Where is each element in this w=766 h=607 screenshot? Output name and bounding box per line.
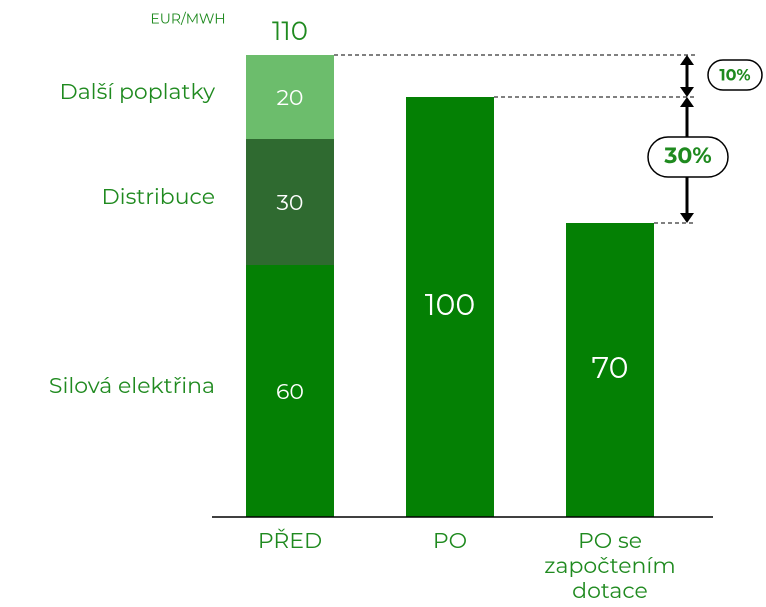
annotation-badge (647, 136, 729, 178)
value-label: 20 (276, 84, 303, 111)
bar-segment (246, 265, 334, 517)
arrow-head (680, 55, 694, 65)
x-tick-label: PO (432, 527, 468, 554)
annotation-badge (707, 59, 763, 91)
annotation: 30% (663, 142, 711, 169)
value-label: 100 (425, 286, 476, 323)
bar-segment (566, 223, 654, 517)
bar-segment (246, 55, 334, 139)
legend-label: Silová elektřina (49, 372, 215, 399)
arrow-head (680, 213, 694, 223)
value-label: 60 (276, 378, 304, 405)
legend-label: Další poplatky (60, 78, 216, 105)
arrow-head (680, 87, 694, 97)
x-tick-label: PŘED (257, 527, 323, 554)
annotation: 10% (719, 66, 750, 85)
value-label: 70 (592, 349, 629, 386)
arrow-head (680, 97, 694, 107)
bar-segment (246, 139, 334, 265)
total-label: 110 (272, 15, 308, 47)
legend-label: Distribuce (101, 183, 215, 210)
bar-segment (406, 97, 494, 517)
x-tick-label: PO se započtením dotace (544, 527, 676, 604)
value-label: 30 (277, 189, 304, 216)
y-axis-label: EUR/MWH (150, 10, 225, 28)
